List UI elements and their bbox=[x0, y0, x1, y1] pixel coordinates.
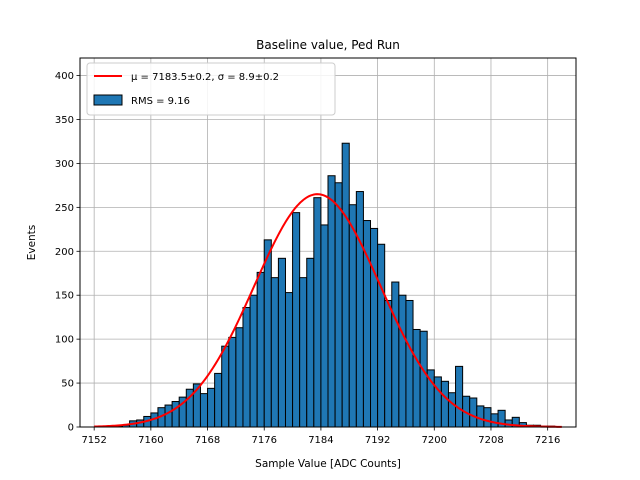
legend-histogram-swatch bbox=[93, 94, 123, 106]
histogram-bar bbox=[384, 299, 393, 428]
histogram-bar bbox=[469, 397, 478, 428]
histogram-bar bbox=[398, 294, 407, 428]
y-tick-label: 300 bbox=[55, 159, 74, 170]
histogram-bar bbox=[313, 197, 322, 428]
histogram-bar bbox=[284, 292, 294, 428]
legend-histogram-label: RMS = 9.16 bbox=[131, 96, 190, 107]
histogram-bar bbox=[235, 327, 244, 428]
x-tick-label: 7184 bbox=[308, 435, 333, 446]
y-tick-label: 200 bbox=[55, 247, 74, 258]
chart-title: Baseline value, Ped Run bbox=[256, 38, 400, 52]
histogram-bar bbox=[228, 336, 237, 428]
histogram-bar bbox=[440, 380, 449, 428]
histogram-bar bbox=[256, 271, 265, 428]
histogram-bar bbox=[348, 204, 357, 428]
histogram-bar bbox=[391, 281, 400, 428]
y-tick-label: 250 bbox=[55, 203, 74, 214]
y-tick-label: 400 bbox=[55, 71, 74, 82]
histogram-bar bbox=[207, 387, 216, 428]
histogram-bar bbox=[263, 239, 272, 428]
x-tick-label: 7192 bbox=[365, 435, 390, 446]
histogram-bar bbox=[490, 413, 499, 428]
y-tick-label: 150 bbox=[55, 291, 74, 302]
histogram-bar bbox=[327, 175, 336, 428]
x-tick-label: 7176 bbox=[252, 435, 277, 446]
x-axis-title: Sample Value [ADC Counts] bbox=[255, 458, 401, 470]
histogram-bar bbox=[476, 405, 485, 428]
legend: μ = 7183.5±0.2, σ = 8.9±0.2 RMS = 9.16 bbox=[86, 62, 336, 116]
histogram-bar bbox=[292, 212, 301, 428]
y-tick-label: 100 bbox=[55, 335, 74, 346]
histogram-bar bbox=[249, 294, 258, 428]
x-tick-label: 7168 bbox=[195, 435, 220, 446]
histogram-bar bbox=[306, 257, 315, 428]
histogram-bar bbox=[483, 407, 492, 428]
gaussian-fit bbox=[94, 193, 562, 428]
legend-box bbox=[86, 62, 336, 116]
x-tick-label: 7216 bbox=[535, 435, 560, 446]
x-tick-label: 7152 bbox=[81, 435, 106, 446]
histogram-bar bbox=[320, 224, 329, 428]
histogram-bar bbox=[277, 257, 286, 428]
histogram-bar bbox=[455, 365, 464, 428]
axis-ticks: 7152 7160 7168 7176 7184 7192 7200 7208 7216 0 50 1… bbox=[55, 71, 560, 446]
histogram-bar bbox=[299, 277, 308, 428]
y-tick-label: 350 bbox=[55, 115, 74, 126]
histogram-bar bbox=[447, 392, 457, 428]
histogram-bar bbox=[214, 372, 223, 428]
histogram-bar bbox=[171, 401, 180, 428]
histogram-bar bbox=[412, 328, 421, 428]
histogram-bars bbox=[107, 142, 556, 428]
histogram-bar bbox=[341, 142, 350, 428]
histogram-bar bbox=[405, 299, 414, 428]
x-tick-label: 7160 bbox=[138, 435, 163, 446]
y-axis-title: Events bbox=[26, 225, 38, 261]
histogram-bar bbox=[334, 182, 343, 428]
histogram-bar bbox=[355, 191, 364, 428]
histogram-bar bbox=[370, 227, 379, 428]
legend-fit-label: μ = 7183.5±0.2, σ = 8.9±0.2 bbox=[131, 72, 279, 83]
x-tick-label: 7200 bbox=[422, 435, 447, 446]
histogram-bar bbox=[419, 330, 428, 428]
histogram-bar bbox=[199, 393, 209, 428]
histogram-bar bbox=[164, 404, 173, 428]
histogram-bar bbox=[242, 307, 251, 428]
histogram-bar bbox=[433, 376, 442, 428]
histogram-bar bbox=[377, 243, 386, 428]
y-tick-label: 50 bbox=[61, 379, 74, 390]
histogram-bar bbox=[221, 345, 230, 428]
fit-curve bbox=[94, 193, 562, 428]
histogram-bar bbox=[270, 277, 279, 428]
y-tick-label: 0 bbox=[68, 423, 74, 434]
x-tick-label: 7208 bbox=[478, 435, 503, 446]
plot-frame bbox=[79, 57, 577, 428]
